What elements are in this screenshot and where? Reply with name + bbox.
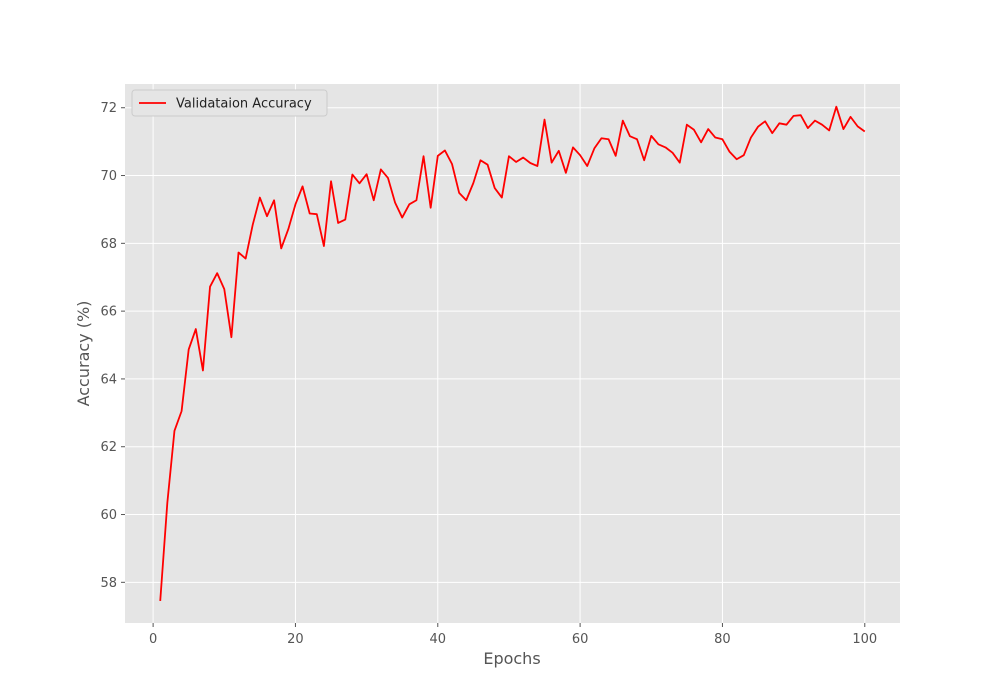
grid-lines <box>125 84 900 623</box>
x-tick-label: 80 <box>714 632 731 647</box>
y-tick-label: 64 <box>100 372 117 387</box>
x-tick-label: 0 <box>149 632 157 647</box>
x-tick-label: 20 <box>287 632 304 647</box>
x-axis-label: Epochs <box>483 649 540 668</box>
y-axis-label: Accuracy (%) <box>74 301 93 407</box>
x-tick-label: 40 <box>430 632 447 647</box>
legend: Validataion Accuracy <box>131 89 328 117</box>
y-tick-label: 70 <box>100 169 117 184</box>
legend-label: Validataion Accuracy <box>176 97 312 112</box>
y-tick-label: 66 <box>100 305 117 320</box>
y-tick-label: 62 <box>100 440 117 455</box>
plot-area <box>125 84 900 623</box>
x-tick-label: 100 <box>852 632 877 647</box>
x-tick-label: 60 <box>572 632 589 647</box>
x-axis: 0 20 40 60 80 100 <box>149 623 877 647</box>
y-tick-label: 72 <box>100 101 117 116</box>
y-axis: 58 60 62 64 66 68 70 72 <box>100 101 125 591</box>
y-tick-label: 60 <box>100 508 117 523</box>
y-tick-label: 68 <box>100 237 117 252</box>
y-tick-label: 58 <box>100 576 117 591</box>
series-line-validation-accuracy <box>159 105 866 602</box>
legend-box <box>131 89 328 117</box>
